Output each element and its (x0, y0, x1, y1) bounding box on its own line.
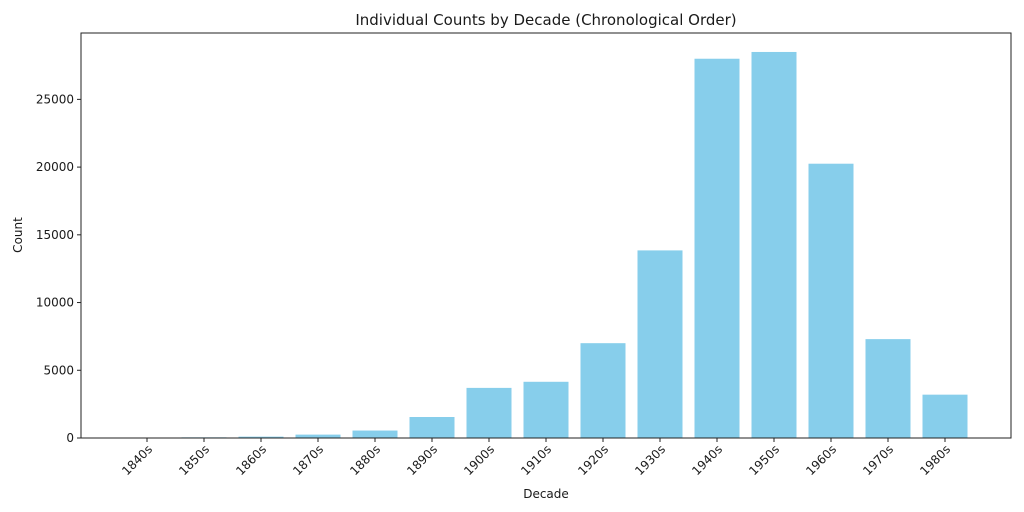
x-tick-label-1840s: 1840s (119, 442, 155, 478)
x-tick-label-1910s: 1910s (518, 442, 554, 478)
x-tick-label-1950s: 1950s (746, 442, 782, 478)
bar-1950s (751, 51, 797, 439)
y-axis: 0 5000 10000 15000 20000 25000 (36, 92, 81, 445)
bar-1870s (295, 434, 341, 438)
bar-1900s (466, 387, 512, 438)
bar-1970s (865, 339, 911, 438)
x-tick-label-1860s: 1860s (233, 442, 269, 478)
y-tick-label-5000: 5000 (43, 363, 74, 377)
x-axis: 1840s 1850s 1860s 1870s 1880s 1890s 1900s 1910s… (119, 438, 953, 478)
bar-1960s (808, 163, 854, 439)
x-tick-label-1890s: 1890s (404, 442, 440, 478)
bar-1890s (409, 417, 455, 438)
y-axis-label: Count (11, 217, 25, 253)
y-tick-label-0: 0 (66, 431, 74, 445)
bar-1930s (637, 250, 683, 438)
chart-title: Individual Counts by Decade (Chronologic… (355, 11, 736, 29)
bar-1880s (352, 430, 398, 438)
x-tick-label-1970s: 1970s (860, 442, 896, 478)
bar-1940s (694, 58, 740, 439)
x-tick-label-1980s: 1980s (917, 442, 953, 478)
plot-frame (80, 32, 1012, 439)
y-tick-label-20000: 20000 (36, 160, 74, 174)
y-tick-label-10000: 10000 (36, 296, 74, 310)
bar-1910s (523, 381, 569, 438)
bar-1920s (580, 343, 626, 438)
y-tick-label-25000: 25000 (36, 92, 74, 106)
x-tick-label-1880s: 1880s (347, 442, 383, 478)
x-axis-label: Decade (523, 487, 569, 501)
x-tick-label-1930s: 1930s (632, 442, 668, 478)
y-tick-label-15000: 15000 (36, 228, 74, 242)
x-tick-label-1900s: 1900s (461, 442, 497, 478)
x-tick-label-1940s: 1940s (689, 442, 725, 478)
x-tick-label-1870s: 1870s (290, 442, 326, 478)
bar-1980s (922, 394, 968, 438)
bars-group (124, 51, 968, 439)
x-tick-label-1960s: 1960s (803, 442, 839, 478)
x-tick-label-1920s: 1920s (575, 442, 611, 478)
x-tick-label-1850s: 1850s (176, 442, 212, 478)
bar-1860s (238, 436, 284, 438)
